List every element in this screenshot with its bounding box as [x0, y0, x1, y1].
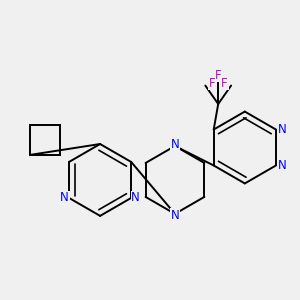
- Text: N: N: [171, 209, 179, 222]
- Text: F: F: [208, 76, 215, 90]
- Text: N: N: [131, 191, 140, 204]
- Text: N: N: [171, 138, 179, 151]
- Text: N: N: [60, 191, 69, 204]
- Text: N: N: [278, 123, 286, 136]
- Text: F: F: [221, 76, 228, 90]
- Text: F: F: [215, 68, 221, 82]
- Text: N: N: [278, 159, 286, 172]
